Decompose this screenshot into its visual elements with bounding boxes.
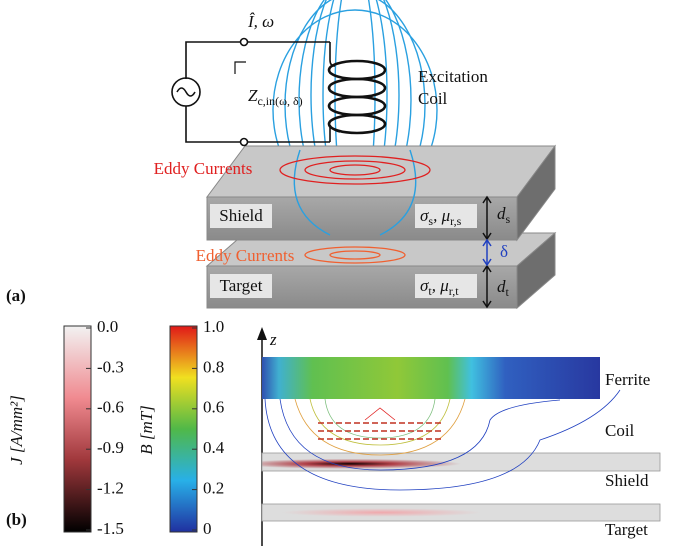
eddy-label: Eddy Currents bbox=[154, 159, 253, 178]
colorbar-tick-label: 0 bbox=[203, 519, 212, 538]
current-label: Î, ω bbox=[247, 12, 274, 31]
colorbar-tick-label: -0.6 bbox=[97, 398, 124, 417]
axis-label: z bbox=[269, 330, 277, 349]
colorbar-tick-label: -1.2 bbox=[97, 479, 124, 498]
gap-label: δ bbox=[500, 242, 508, 261]
coil-label: Excitation bbox=[418, 67, 488, 86]
colorbar-tick-label: -0.9 bbox=[97, 438, 124, 457]
colorbar-tick-label: 0.2 bbox=[203, 479, 224, 498]
colorbar-tick-label: 1.0 bbox=[203, 317, 224, 336]
panel-label: (b) bbox=[6, 510, 27, 529]
colorbar-tick-label: 0.0 bbox=[97, 317, 118, 336]
panel-label: (a) bbox=[6, 286, 26, 305]
eddy-label: Eddy Currents bbox=[196, 246, 295, 265]
figure: Î, ω Zc,in(ω, δ) Excitation Coil Eddy Cu… bbox=[0, 0, 696, 546]
colorbar-tick-label: -0.3 bbox=[97, 357, 124, 376]
target-label: Target bbox=[220, 276, 263, 295]
subscript: r,t bbox=[449, 284, 460, 298]
colorbar-tick-label: -1.5 bbox=[97, 519, 124, 538]
subscript: r,s bbox=[450, 214, 462, 228]
panel-b-labels: J [A/mm²] B [mT] z (b) bbox=[6, 330, 277, 529]
colorbar-title: J [A/mm²] bbox=[7, 395, 26, 465]
coil-label: Coil bbox=[418, 89, 448, 108]
region-label: Coil bbox=[605, 421, 635, 440]
subscript: c,in(ω, δ) bbox=[257, 94, 302, 108]
subscript: s bbox=[506, 212, 511, 226]
colorbar-tick-label: 0.4 bbox=[203, 438, 225, 457]
text-part: , μ bbox=[433, 206, 450, 225]
shield-label: Shield bbox=[219, 206, 263, 225]
region-label: Target bbox=[605, 520, 648, 539]
colorbar-title: B [mT] bbox=[137, 405, 156, 455]
region-label: Shield bbox=[605, 471, 649, 490]
region-label: Ferrite bbox=[605, 370, 650, 389]
colorbar-tick-label: 0.6 bbox=[203, 398, 224, 417]
colorbar-tick-label: 0.8 bbox=[203, 357, 224, 376]
text-part: , μ bbox=[432, 276, 449, 295]
